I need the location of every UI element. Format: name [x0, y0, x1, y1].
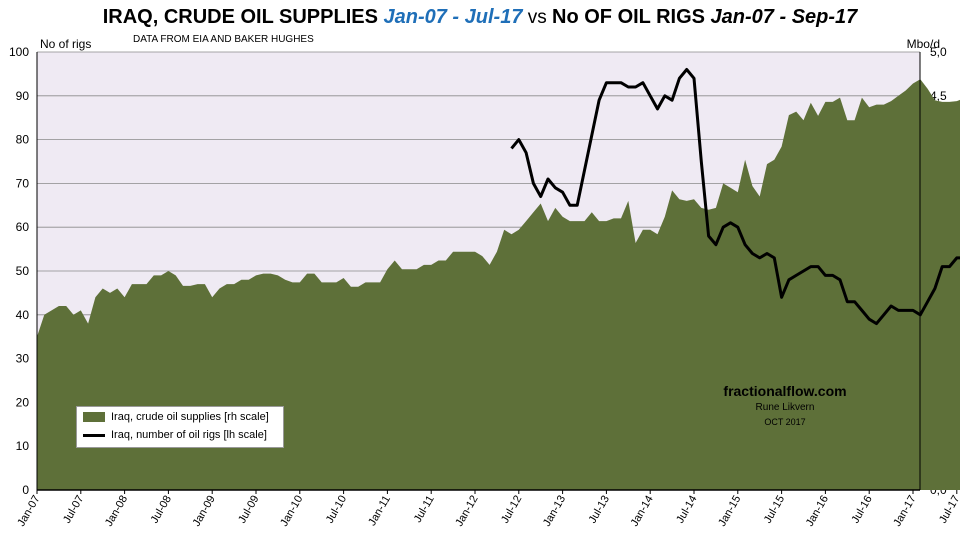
y-left-tick-label: 70 [16, 176, 30, 190]
left-axis-title: No of rigs [40, 37, 92, 51]
legend-label-supplies: Iraq, crude oil supplies [rh scale] [111, 411, 269, 423]
x-tick-label: Jan-14 [629, 494, 656, 529]
credit-author: Rune Likvern [755, 402, 815, 413]
y-left-tick-label: 10 [16, 439, 30, 453]
y-left-tick-label: 60 [16, 220, 30, 234]
x-tick-label: Jul-13 [587, 494, 612, 526]
legend-swatch-area [83, 412, 105, 422]
credit-date: OCT 2017 [764, 417, 806, 427]
right-axis-title: Mbo/d [906, 37, 940, 51]
x-tick-label: Jul-11 [412, 494, 437, 525]
title-part1: IRAQ, CRUDE OIL SUPPLIES [102, 6, 384, 28]
y-right-tick-label: 5,0 [930, 45, 947, 59]
x-tick-label: Jan-11 [366, 494, 393, 528]
y-left-tick-label: 40 [16, 308, 30, 322]
title-part5: Jan-07 - Sep-17 [710, 6, 858, 28]
legend-item-supplies: Iraq, crude oil supplies [rh scale] [83, 411, 269, 423]
x-tick-label: Jul-17 [937, 494, 960, 526]
x-tick-label: Jan-15 [716, 494, 743, 529]
chart-subtitle: DATA FROM EIA AND BAKER HUGHES [133, 34, 314, 45]
x-tick-label: Jan-16 [804, 494, 831, 529]
x-tick-label: Jul-09 [236, 494, 261, 526]
x-tick-label: Jan-12 [453, 494, 480, 529]
legend: Iraq, crude oil supplies [rh scale] Iraq… [76, 406, 284, 448]
y-left-tick-label: 90 [16, 89, 30, 103]
legend-item-rigs: Iraq, number of oil rigs [lh scale] [83, 429, 267, 441]
x-tick-label: Jan-13 [541, 494, 568, 529]
x-tick-label: Jan-09 [191, 494, 218, 529]
x-tick-label: Jul-07 [61, 494, 86, 526]
y-left-tick-label: 80 [16, 133, 30, 147]
supplies-area [37, 79, 960, 490]
rigs-line [510, 68, 960, 326]
x-tick-label: Jul-14 [674, 494, 699, 526]
credit-site: fractionalflow.com [723, 383, 847, 399]
x-tick-label: Jan-10 [278, 494, 305, 529]
title-part4: No OF OIL RIGS [552, 6, 711, 28]
x-tick-label: Jan-17 [891, 494, 918, 529]
x-tick-label: Jan-07 [15, 494, 42, 529]
legend-swatch-line [83, 433, 105, 437]
x-tick-label: Jan-08 [103, 494, 130, 529]
x-tick-label: Jul-08 [149, 494, 174, 526]
x-tick-label: Jul-10 [324, 494, 349, 526]
y-left-tick-label: 30 [16, 352, 30, 366]
y-left-tick-label: 100 [9, 45, 29, 59]
chart-title: IRAQ, CRUDE OIL SUPPLIES Jan-07 - Jul-17… [0, 6, 960, 29]
legend-label-rigs: Iraq, number of oil rigs [lh scale] [111, 429, 267, 441]
title-part3: vs [522, 7, 553, 28]
title-part2: Jan-07 - Jul-17 [383, 6, 523, 28]
x-tick-label: Jul-16 [849, 494, 874, 526]
y-left-tick-label: 50 [16, 264, 30, 278]
y-left-tick-label: 20 [16, 395, 30, 409]
x-tick-label: Jul-15 [762, 494, 787, 526]
x-tick-label: Jul-12 [499, 494, 524, 526]
y-left-tick-label: 0 [22, 483, 29, 497]
